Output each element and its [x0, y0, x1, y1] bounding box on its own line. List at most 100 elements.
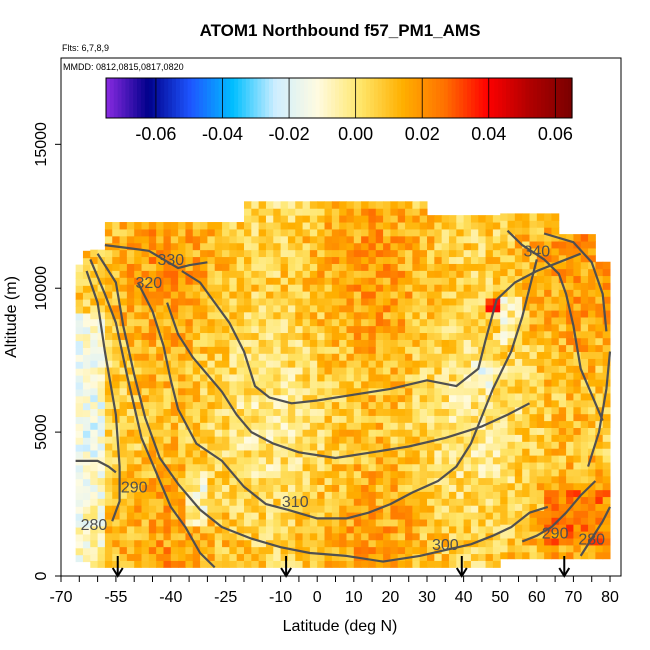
heatmap-cell	[200, 346, 208, 354]
heatmap-cell	[178, 532, 186, 541]
heatmap-cell	[126, 512, 135, 520]
heatmap-cell	[485, 436, 494, 444]
heatmap-cell	[244, 519, 252, 527]
heatmap-cell	[236, 491, 245, 499]
heatmap-cell	[75, 375, 84, 383]
heatmap-cell	[317, 360, 326, 368]
heatmap-cell	[390, 477, 399, 485]
heatmap-cell	[405, 311, 413, 320]
heatmap-cell	[397, 394, 406, 403]
heatmap-cell	[434, 360, 443, 368]
colorbar-segment	[195, 78, 200, 118]
heatmap-cell	[82, 416, 91, 424]
heatmap-cell	[295, 415, 304, 423]
heatmap-cell	[302, 249, 311, 258]
heatmap-cell	[500, 434, 509, 442]
heatmap-cell	[295, 284, 304, 292]
heatmap-cell	[368, 318, 377, 327]
heatmap-cell	[229, 367, 238, 375]
heatmap-cell	[200, 222, 208, 230]
heatmap-cell	[463, 242, 472, 251]
heatmap-cell	[236, 373, 245, 382]
heatmap-cell	[200, 512, 208, 520]
heatmap-cell	[566, 420, 574, 429]
heatmap-cell	[104, 387, 113, 396]
heatmap-cell	[456, 304, 465, 313]
heatmap-cell	[427, 512, 435, 520]
heatmap-cell	[412, 332, 421, 340]
heatmap-cell	[97, 394, 106, 403]
heatmap-cell	[529, 413, 538, 422]
x-tick-label: 10	[345, 589, 363, 606]
heatmap-cell	[295, 325, 304, 334]
heatmap-cell	[375, 318, 384, 327]
heatmap-cell	[251, 367, 260, 375]
heatmap-cell	[90, 553, 99, 561]
heatmap-cell	[434, 284, 443, 292]
heatmap-cell	[448, 249, 457, 258]
heatmap-cell	[178, 222, 186, 230]
heatmap-cell	[214, 228, 223, 237]
heatmap-cell	[580, 448, 589, 456]
heatmap-cell	[185, 298, 194, 306]
heatmap-cell	[434, 222, 443, 230]
heatmap-cell	[339, 332, 347, 340]
heatmap-cell	[309, 553, 318, 561]
heatmap-cell	[295, 346, 304, 354]
heatmap-cell	[119, 311, 128, 320]
heatmap-cell	[346, 532, 355, 541]
heatmap-cell	[82, 485, 91, 494]
heatmap-cell	[302, 208, 311, 216]
heatmap-cell	[192, 311, 201, 320]
heatmap-cell	[478, 367, 487, 375]
heatmap-cell	[200, 263, 208, 271]
heatmap-cell	[441, 270, 450, 278]
heatmap-cell	[331, 215, 340, 223]
heatmap-cell	[580, 510, 589, 518]
heatmap-cell	[441, 525, 450, 534]
heatmap-cell	[595, 468, 604, 477]
heatmap-cell	[368, 346, 377, 354]
heatmap-cell	[427, 270, 435, 278]
heatmap-cell	[222, 456, 230, 465]
heatmap-cell	[595, 289, 604, 297]
heatmap-cell	[448, 498, 457, 506]
heatmap-cell	[529, 289, 538, 297]
heatmap-cell	[485, 408, 494, 416]
heatmap-cell	[361, 242, 369, 251]
heatmap-cell	[507, 268, 516, 277]
heatmap-cell	[441, 539, 450, 548]
heatmap-cell	[544, 337, 552, 346]
heatmap-cell	[339, 394, 347, 403]
heatmap-cell	[90, 512, 99, 520]
heatmap-cell	[170, 422, 179, 430]
heatmap-cell	[126, 422, 135, 430]
heatmap-cell	[412, 484, 421, 492]
heatmap-cell	[463, 332, 472, 340]
heatmap-cell	[441, 560, 450, 568]
heatmap-cell	[536, 337, 545, 346]
heatmap-cell	[134, 380, 143, 389]
heatmap-cell	[90, 415, 99, 423]
heatmap-cell	[353, 539, 362, 548]
heatmap-cell	[383, 553, 391, 561]
heatmap-cell	[75, 437, 84, 445]
heatmap-cell	[236, 394, 245, 403]
heatmap-cell	[200, 470, 208, 479]
heatmap-cell	[536, 296, 545, 304]
heatmap-cell	[97, 512, 106, 520]
heatmap-cell	[536, 489, 545, 498]
heatmap-cell	[558, 241, 567, 249]
heatmap-cell	[170, 443, 179, 451]
heatmap-cell	[265, 380, 274, 389]
heatmap-cell	[551, 247, 560, 256]
heatmap-cell	[265, 498, 274, 506]
heatmap-cell	[353, 456, 362, 465]
heatmap-cell	[485, 304, 494, 313]
heatmap-cell	[368, 443, 377, 451]
heatmap-cell	[536, 234, 545, 242]
heatmap-cell	[163, 519, 172, 527]
heatmap-cell	[97, 380, 106, 389]
heatmap-cell	[229, 498, 238, 506]
heatmap-cell	[529, 330, 538, 339]
